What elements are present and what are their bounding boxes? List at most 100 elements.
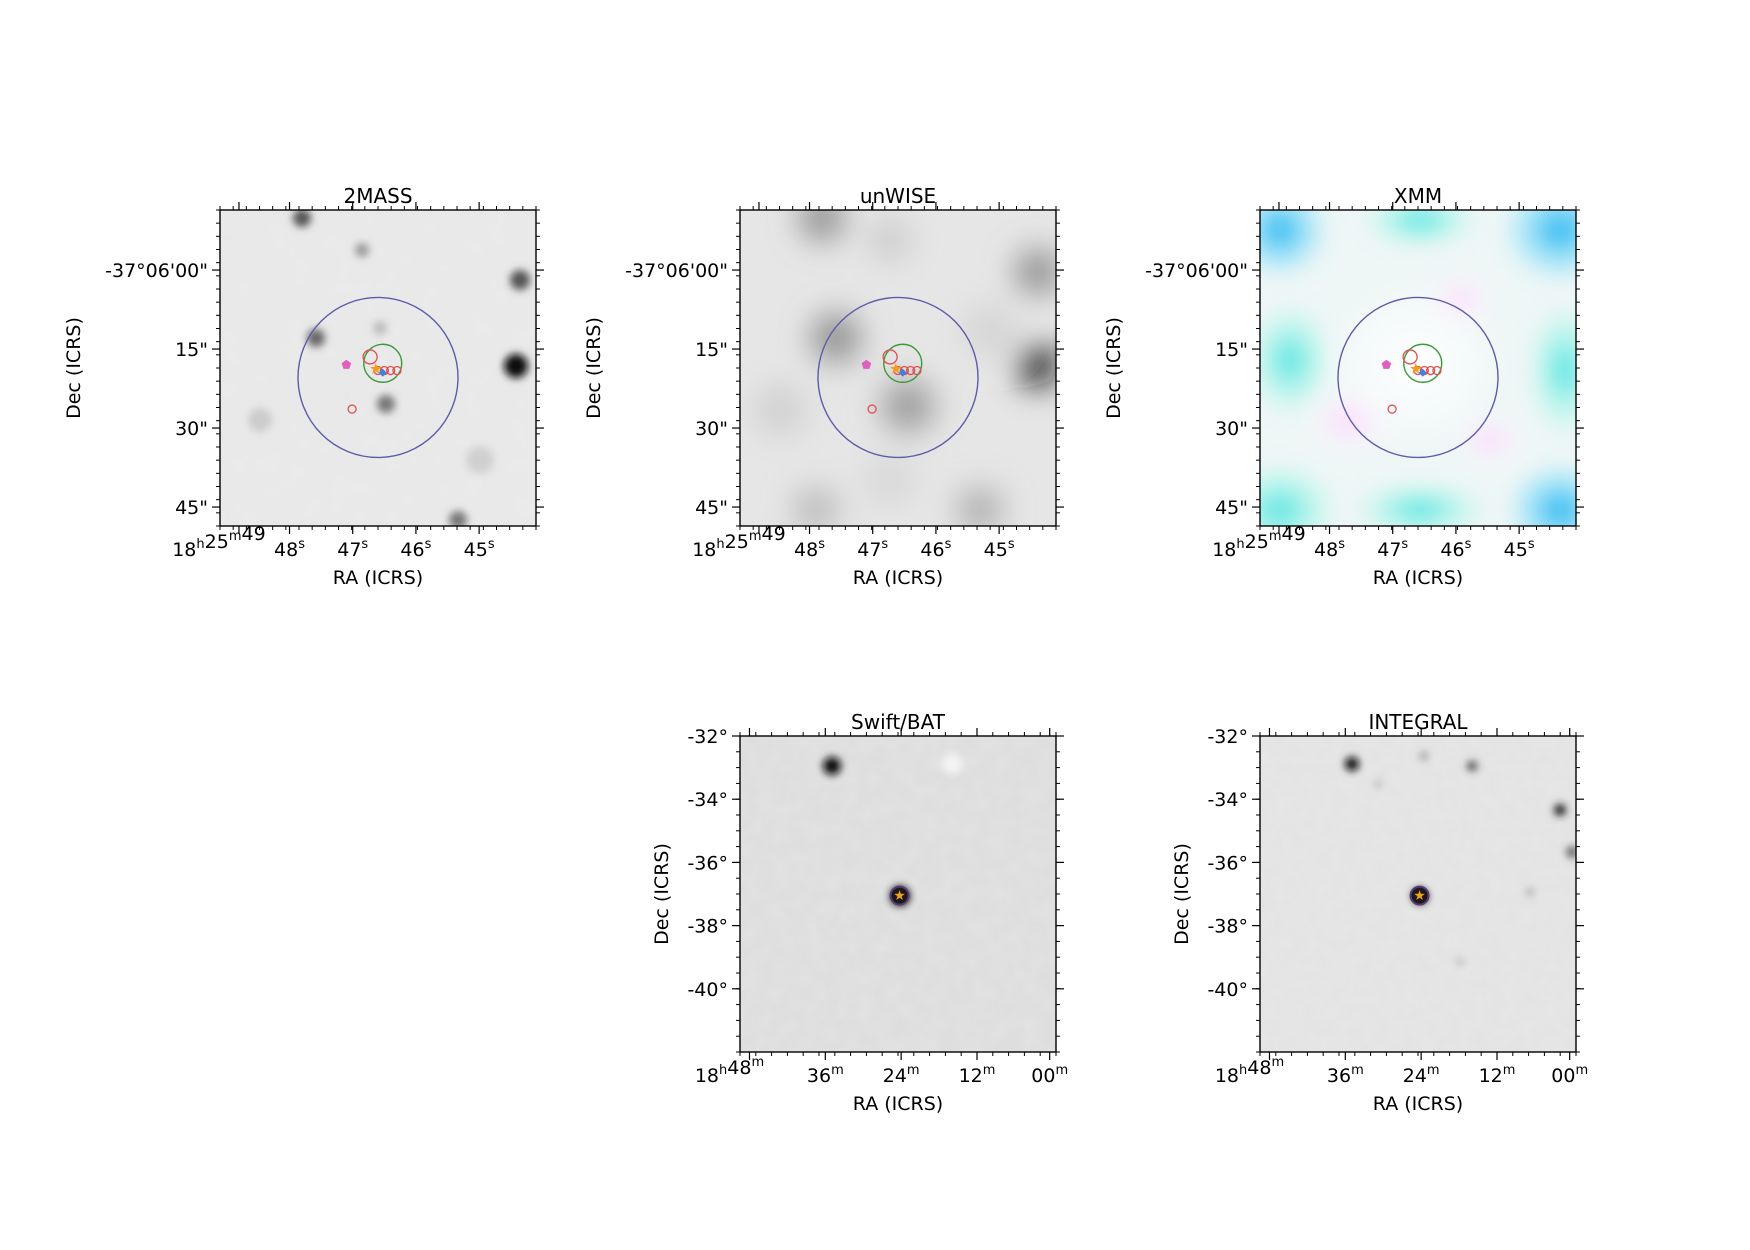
x-tick-label: 18h25m49 (1212, 523, 1305, 561)
x-tick-label: 45s (984, 537, 1015, 561)
red-open-circle (905, 365, 916, 376)
y-tick-label: 45" (175, 497, 208, 519)
x-tick-label: 47s (857, 537, 888, 561)
y-tick-label: -38° (687, 916, 728, 938)
x-tick-label: 00m (1031, 1063, 1068, 1087)
x-tick-label: 48s (1314, 537, 1345, 561)
x-axis-label: RA (ICRS) (1373, 1093, 1463, 1115)
y-tick-label: -37°06'00" (105, 260, 208, 282)
markers (297, 296, 459, 459)
magenta-pentagon (861, 359, 872, 369)
axes-swift-bat: 18h48m 36m 24m 12m 00m -32° -34° -36° -38° -40° RA… (651, 726, 1068, 1115)
blue-diamond (898, 368, 907, 377)
axes-xmm: 18h25m49 48s 47s 46s 45s -37°06'00" 15" 30" 45" R… (1103, 202, 1584, 589)
y-axis-label: Dec (ICRS) (63, 317, 85, 419)
x-tick-label: 36m (1327, 1063, 1364, 1087)
green-circle (883, 343, 923, 383)
large-blue-circle (817, 296, 979, 459)
markers (1409, 885, 1430, 906)
blue-diamond (1418, 368, 1427, 377)
red-open-circle (867, 404, 877, 414)
y-axis-label: Dec (ICRS) (1171, 843, 1193, 945)
red-open-circle (347, 404, 357, 414)
orange-star (370, 362, 382, 374)
green-circle (363, 343, 403, 383)
panel-title: Swift/BAT (851, 710, 946, 734)
x-tick-label: 45s (464, 537, 495, 561)
magenta-pentagon (341, 359, 352, 369)
x-axis-label: RA (ICRS) (1373, 567, 1463, 589)
y-tick-label: -32° (687, 726, 728, 748)
x-tick-label: 47s (337, 537, 368, 561)
y-tick-label: -38° (1207, 916, 1248, 938)
panel-title: unWISE (860, 184, 936, 208)
image-xmm (1260, 210, 1576, 526)
y-axis-label: Dec (ICRS) (1103, 317, 1125, 419)
y-tick-label: -40° (687, 979, 728, 1001)
y-tick-label: 45" (695, 497, 728, 519)
panel-unwise: unWISE (740, 184, 1056, 526)
y-axis-label: Dec (ICRS) (651, 843, 673, 945)
y-tick-label: -36° (687, 852, 728, 874)
x-tick-label: 46s (400, 537, 431, 561)
x-tick-label: 36m (807, 1063, 844, 1087)
axes-integral: 18h48m 36m 24m 12m 00m -32° -34° -36° -38° -40° RA… (1171, 726, 1588, 1115)
x-tick-label: 45s (1504, 537, 1535, 561)
orange-star (1414, 890, 1425, 900)
y-tick-label: 15" (1215, 339, 1248, 361)
y-tick-label: 45" (1215, 497, 1248, 519)
orange-star (894, 890, 905, 900)
red-open-circle (362, 349, 378, 365)
y-tick-label: -32° (1207, 726, 1248, 748)
x-tick-label: 24m (883, 1063, 920, 1087)
x-tick-label: 18h48m (1215, 1055, 1284, 1087)
panel-title: INTEGRAL (1368, 710, 1468, 734)
large-blue-circle (1337, 296, 1499, 459)
x-tick-label: 12m (959, 1063, 996, 1087)
y-tick-label: 15" (695, 339, 728, 361)
panel-integral: INTEGRAL (1260, 710, 1576, 1052)
panel-title: XMM (1394, 184, 1442, 208)
y-axis-label: Dec (ICRS) (583, 317, 605, 419)
markers (1337, 296, 1499, 459)
red-open-circle (1425, 365, 1436, 376)
red-open-circle (1387, 404, 1397, 414)
x-tick-label: 47s (1377, 537, 1408, 561)
panel-xmm: XMM (1260, 184, 1576, 526)
y-tick-label: 15" (175, 339, 208, 361)
y-tick-label: 30" (1215, 418, 1248, 440)
x-tick-label: 46s (1440, 537, 1471, 561)
axes-unwise: 18h25m49 48s 47s 46s 45s -37°06'00" 15" 30" 45" R… (583, 202, 1064, 589)
x-tick-label: 18h48m (695, 1055, 764, 1087)
image-unwise (740, 210, 1056, 526)
red-open-circle (1432, 365, 1442, 376)
panel-2mass: 2MASS (220, 184, 536, 526)
y-tick-label: 30" (695, 418, 728, 440)
x-tick-label: 18h25m49 (692, 523, 785, 561)
markers (889, 885, 910, 906)
y-tick-label: -37°06'00" (625, 260, 728, 282)
red-open-circle (882, 349, 898, 365)
y-tick-label: -37°06'00" (1145, 260, 1248, 282)
magenta-pentagon (1381, 359, 1392, 369)
x-tick-label: 00m (1551, 1063, 1588, 1087)
x-axis-label: RA (ICRS) (853, 567, 943, 589)
x-tick-label: 46s (920, 537, 951, 561)
red-open-circle (385, 365, 396, 376)
large-blue-circle (297, 296, 459, 459)
red-open-circle (1402, 349, 1418, 365)
red-open-circle (912, 365, 922, 376)
markers (817, 296, 979, 459)
axes-2mass: 18h25m49 48s 47s 46s 45s -37°06'00" 15" 30" 45" R… (63, 202, 544, 589)
x-axis-label: RA (ICRS) (333, 567, 423, 589)
x-tick-label: 48s (274, 537, 305, 561)
orange-star (890, 362, 902, 374)
y-tick-label: -34° (1207, 789, 1248, 811)
y-tick-label: -34° (687, 789, 728, 811)
y-tick-label: -40° (1207, 979, 1248, 1001)
panel-swift-bat: Swift/BAT (740, 710, 1056, 1052)
red-open-circle (392, 365, 402, 376)
y-tick-label: 30" (175, 418, 208, 440)
x-tick-label: 48s (794, 537, 825, 561)
